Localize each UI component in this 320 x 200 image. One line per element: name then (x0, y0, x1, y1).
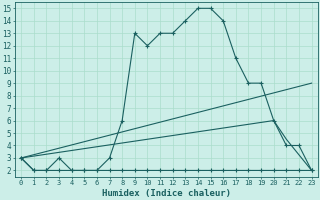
X-axis label: Humidex (Indice chaleur): Humidex (Indice chaleur) (102, 189, 231, 198)
